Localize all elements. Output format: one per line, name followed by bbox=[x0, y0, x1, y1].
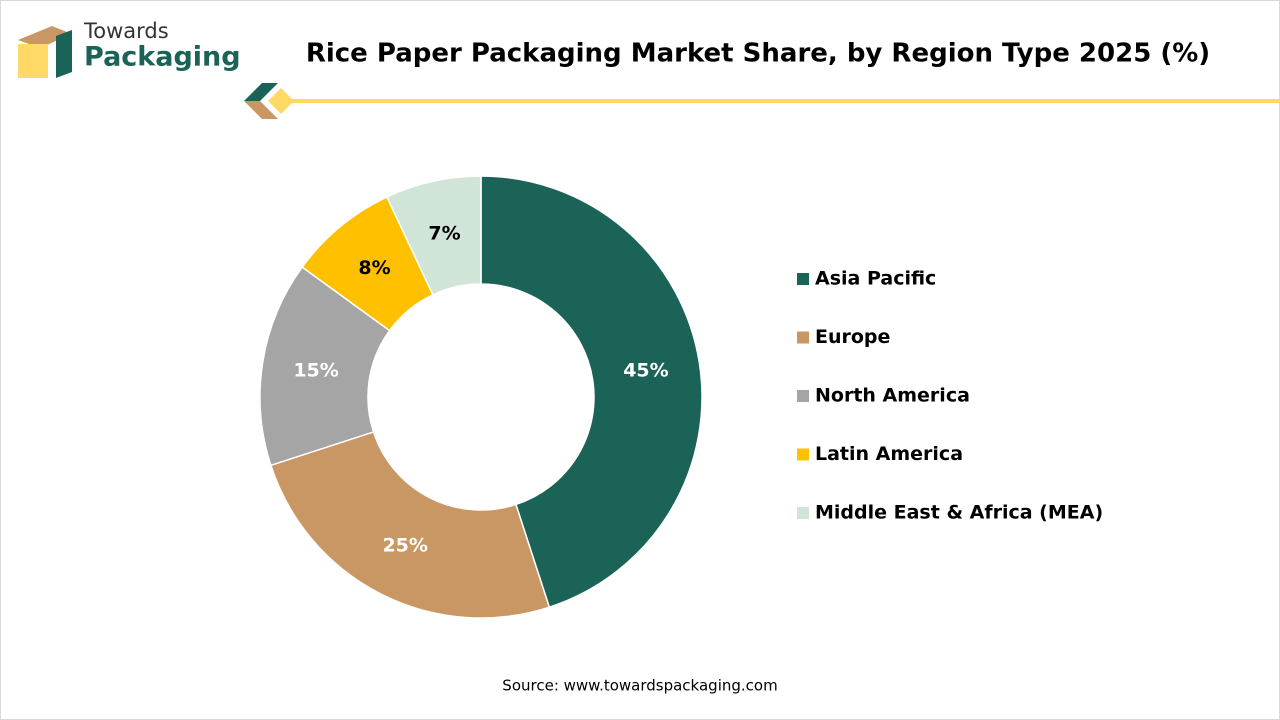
legend-swatch bbox=[797, 390, 809, 402]
value-label: 8% bbox=[358, 257, 390, 279]
legend-swatch bbox=[797, 507, 809, 519]
title-rule bbox=[244, 83, 1280, 119]
logo-line1: Towards bbox=[83, 19, 169, 43]
slice bbox=[385, 175, 482, 296]
legend-label: Latin America bbox=[815, 443, 963, 465]
legend-label: Middle East & Africa (MEA) bbox=[815, 502, 1103, 524]
value-label: 25% bbox=[382, 534, 427, 556]
value-label: 7% bbox=[428, 223, 460, 245]
value-label: 15% bbox=[293, 359, 338, 381]
legend-label: North America bbox=[815, 385, 970, 407]
value-label: 45% bbox=[623, 359, 668, 381]
slice bbox=[269, 430, 551, 619]
legend-label: Europe bbox=[815, 326, 890, 348]
legend-label: Asia Pacific bbox=[815, 268, 936, 290]
logo: Towards Packaging bbox=[18, 19, 241, 78]
legend-swatch bbox=[797, 273, 809, 285]
chart-title: Rice Paper Packaging Market Share, by Re… bbox=[306, 39, 1210, 69]
legend-swatch bbox=[797, 448, 809, 461]
slice bbox=[480, 175, 703, 609]
logo-line2: Packaging bbox=[84, 42, 241, 73]
legend-swatch bbox=[797, 331, 809, 344]
source: Source: www.towardspackaging.com bbox=[502, 677, 777, 695]
